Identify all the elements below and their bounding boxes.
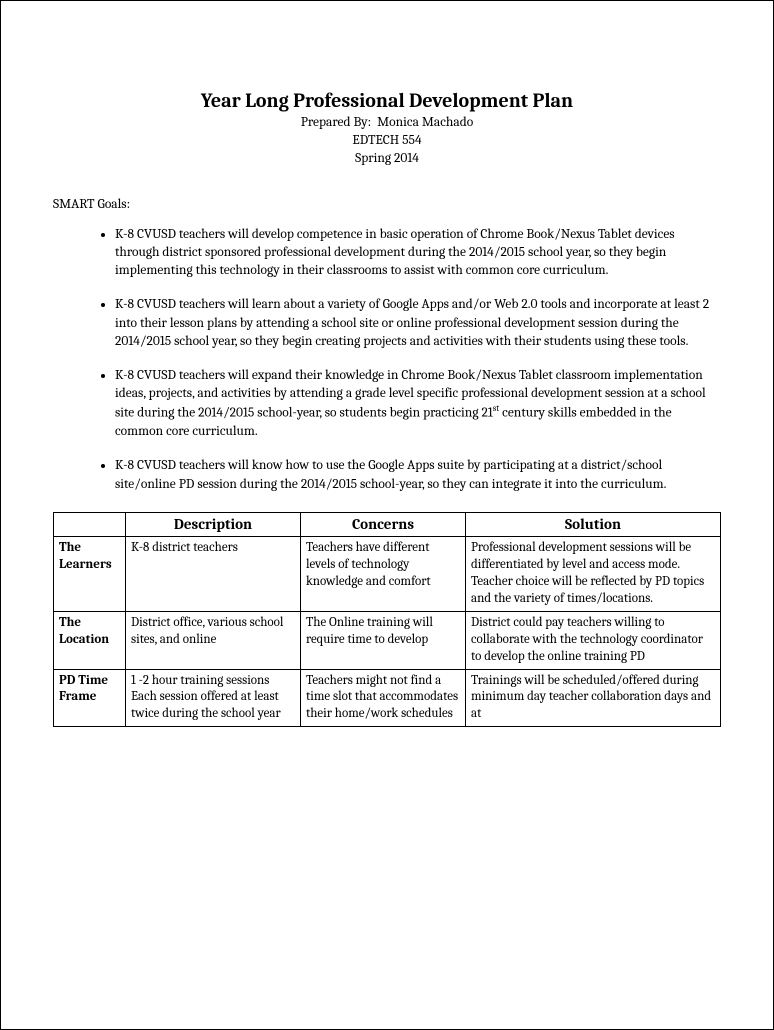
table-row: The Learners K-8 district teachers Teach… [54, 537, 721, 612]
prepared-by-name: Monica Machado [377, 115, 473, 130]
term-line: Spring 2014 [53, 150, 721, 168]
document-title: Year Long Professional Development Plan [53, 89, 721, 112]
goal-item: K-8 CVUSD teachers will know how to use … [115, 457, 721, 493]
col-head-description: Description [126, 512, 301, 537]
document-header: Year Long Professional Development Plan … [53, 89, 721, 169]
col-head-solution: Solution [466, 512, 721, 537]
table-header-row: Description Concerns Solution [54, 512, 721, 537]
prepared-by-label: Prepared By: [301, 115, 372, 130]
cell-description: 1 -2 hour training sessions Each session… [126, 669, 301, 727]
cell-solution: Trainings will be scheduled/offered duri… [466, 669, 721, 727]
cell-concerns: Teachers have different levels of techno… [301, 537, 466, 612]
col-head-blank [54, 512, 126, 537]
row-head-location: The Location [54, 611, 126, 669]
goal-item: K-8 CVUSD teachers will learn about a va… [115, 296, 721, 351]
row-head-timeframe: PD Time Frame [54, 669, 126, 727]
cell-solution: District could pay teachers willing to c… [466, 611, 721, 669]
goals-label: SMART Goals: [53, 197, 721, 212]
row-head-learners: The Learners [54, 537, 126, 612]
document-page: Year Long Professional Development Plan … [0, 0, 774, 1030]
course-line: EDTECH 554 [53, 132, 721, 150]
goal-item: K-8 CVUSD teachers will develop competen… [115, 226, 721, 281]
table-row: PD Time Frame 1 -2 hour training session… [54, 669, 721, 727]
cell-concerns: Teachers might not find a time slot that… [301, 669, 466, 727]
goal-item: K-8 CVUSD teachers will expand their kno… [115, 367, 721, 441]
plan-table: Description Concerns Solution The Learne… [53, 512, 721, 727]
table-head: Description Concerns Solution [54, 512, 721, 537]
cell-description: District office, various school sites, a… [126, 611, 301, 669]
cell-description: K-8 district teachers [126, 537, 301, 612]
table-row: The Location District office, various sc… [54, 611, 721, 669]
prepared-by-line: Prepared By: Monica Machado [53, 114, 721, 132]
table-body: The Learners K-8 district teachers Teach… [54, 537, 721, 727]
cell-concerns: The Online training will require time to… [301, 611, 466, 669]
col-head-concerns: Concerns [301, 512, 466, 537]
cell-solution: Professional development sessions will b… [466, 537, 721, 612]
goals-list: K-8 CVUSD teachers will develop competen… [53, 226, 721, 494]
